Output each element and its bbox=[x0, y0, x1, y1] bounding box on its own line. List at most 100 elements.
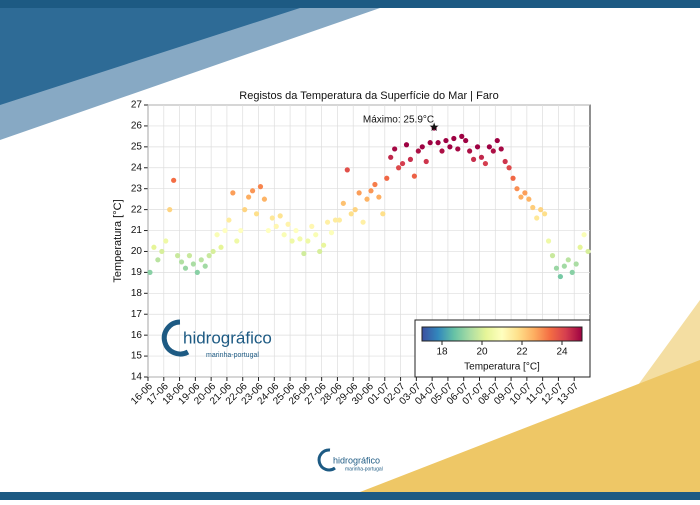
footer-logo-name: hidrográfico bbox=[333, 455, 380, 465]
point bbox=[447, 144, 453, 150]
point bbox=[182, 265, 189, 271]
point bbox=[253, 211, 260, 217]
point bbox=[569, 269, 575, 275]
point bbox=[470, 156, 477, 162]
point bbox=[482, 160, 489, 167]
colorbar-tick-label: 24 bbox=[556, 347, 568, 358]
point bbox=[455, 146, 461, 152]
point bbox=[403, 142, 410, 148]
point bbox=[510, 175, 516, 181]
y-tick-label: 23 bbox=[131, 183, 143, 194]
point bbox=[415, 148, 421, 154]
point bbox=[171, 177, 177, 183]
point bbox=[261, 196, 268, 202]
point bbox=[206, 253, 212, 259]
colorbar-tick-label: 20 bbox=[476, 347, 488, 358]
point bbox=[388, 154, 394, 160]
point bbox=[210, 248, 216, 255]
point bbox=[281, 232, 287, 238]
point bbox=[561, 263, 567, 269]
point bbox=[198, 257, 204, 263]
point bbox=[234, 238, 240, 244]
point bbox=[494, 137, 500, 144]
point bbox=[317, 248, 323, 255]
point bbox=[459, 133, 465, 139]
point bbox=[194, 269, 200, 275]
point bbox=[178, 259, 185, 265]
point bbox=[174, 253, 181, 259]
point bbox=[289, 238, 295, 244]
point bbox=[514, 186, 520, 192]
y-tick-label: 27 bbox=[131, 100, 143, 111]
point bbox=[427, 140, 433, 146]
point bbox=[364, 196, 370, 202]
point bbox=[534, 215, 540, 221]
logo-name: hidrográfico bbox=[183, 328, 272, 347]
point bbox=[222, 227, 228, 234]
footer-logo: hidrográfico marinha-portugal bbox=[317, 448, 383, 472]
y-tick-label: 26 bbox=[131, 121, 143, 132]
point bbox=[431, 125, 437, 131]
colorbar-label: Temperatura [°C] bbox=[464, 362, 540, 373]
point bbox=[565, 257, 571, 263]
point bbox=[242, 207, 248, 213]
point bbox=[352, 207, 358, 213]
point bbox=[297, 236, 303, 242]
point bbox=[155, 257, 161, 263]
point bbox=[226, 217, 232, 223]
point bbox=[368, 188, 374, 194]
point bbox=[502, 158, 508, 165]
point bbox=[474, 144, 481, 150]
point bbox=[435, 140, 441, 146]
y-tick-label: 20 bbox=[131, 246, 143, 257]
point bbox=[186, 253, 193, 259]
point bbox=[463, 137, 469, 144]
point bbox=[147, 269, 153, 275]
point bbox=[269, 215, 275, 221]
deco bbox=[360, 360, 700, 492]
y-tick-label: 18 bbox=[131, 288, 143, 299]
point bbox=[230, 190, 236, 196]
point bbox=[277, 213, 283, 219]
point bbox=[439, 148, 445, 154]
point bbox=[545, 238, 552, 244]
logo-mark bbox=[161, 319, 190, 357]
point bbox=[376, 194, 382, 200]
max-marker: ★ bbox=[429, 120, 440, 134]
point bbox=[399, 160, 406, 167]
y-tick-label: 25 bbox=[131, 141, 143, 152]
y-tick-label: 19 bbox=[131, 267, 143, 278]
point bbox=[392, 146, 398, 152]
point bbox=[344, 167, 350, 173]
point bbox=[336, 217, 343, 223]
point bbox=[451, 135, 457, 142]
point bbox=[380, 211, 386, 217]
y-tick-label: 14 bbox=[131, 372, 143, 383]
point bbox=[159, 248, 165, 255]
point bbox=[372, 181, 378, 188]
point bbox=[163, 238, 169, 244]
point bbox=[490, 148, 496, 154]
y-tick-label: 15 bbox=[131, 351, 143, 362]
y-tick-label: 17 bbox=[131, 309, 143, 320]
point bbox=[585, 248, 591, 255]
point bbox=[202, 263, 208, 269]
logo: hidrográfico marinha-portugal bbox=[161, 319, 272, 359]
y-tick-label: 16 bbox=[131, 330, 143, 341]
logo-mark bbox=[317, 448, 336, 472]
point bbox=[498, 146, 504, 152]
point bbox=[348, 211, 354, 217]
point bbox=[218, 244, 224, 250]
point bbox=[478, 154, 485, 160]
point bbox=[257, 184, 264, 190]
point bbox=[486, 144, 492, 150]
logo-subtitle: marinha-portugal bbox=[206, 352, 259, 359]
point bbox=[332, 217, 339, 223]
point bbox=[407, 156, 414, 162]
top-bar bbox=[0, 0, 700, 8]
point bbox=[538, 207, 544, 213]
y-tick-label: 24 bbox=[131, 162, 143, 173]
point bbox=[419, 144, 425, 150]
point bbox=[301, 250, 307, 257]
